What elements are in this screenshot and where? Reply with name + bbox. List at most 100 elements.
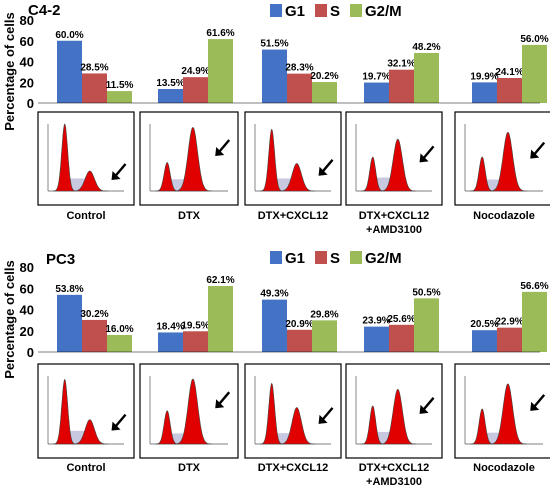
y-tick-label: 60 (20, 34, 34, 49)
data-label: 28.5% (80, 62, 108, 73)
flow-histogram (345, 111, 443, 206)
panel-title: PC3 (46, 251, 75, 268)
histogram-g1-peak (259, 128, 284, 192)
bar (208, 286, 233, 352)
arrow-head-icon (419, 404, 429, 414)
flow-histogram (37, 363, 135, 459)
bar (262, 49, 287, 103)
histogram-g1-peak (361, 405, 385, 445)
bar (57, 40, 82, 103)
category-label: Control (66, 210, 105, 222)
legend-label: G1 (285, 3, 305, 20)
category-label: DTX (178, 462, 201, 474)
data-label: 30.2% (80, 309, 108, 320)
flow-histogram (139, 111, 239, 206)
bar (312, 82, 337, 103)
data-label: 56.0% (520, 34, 548, 45)
bar (472, 330, 497, 352)
bar (82, 319, 107, 352)
data-label: 28.3% (285, 63, 313, 74)
histogram-g2-peak (71, 170, 109, 192)
legend-label: G1 (285, 250, 305, 267)
data-label: 50.5% (412, 287, 440, 298)
bar (107, 335, 132, 352)
bar (414, 298, 439, 352)
data-label: 16.0% (105, 324, 133, 335)
data-label: 19.9% (470, 71, 498, 82)
legend-swatch (270, 251, 282, 264)
histogram-g1-peak (259, 382, 284, 445)
bar (522, 291, 547, 352)
data-label: 20.9% (285, 319, 313, 330)
bar (158, 332, 183, 352)
data-label: 19.5% (181, 320, 209, 331)
histogram-g1-peak (52, 123, 77, 192)
flow-histogram (244, 111, 342, 206)
legend-swatch (315, 251, 327, 264)
histogram-g2-peak (278, 407, 316, 445)
bar (82, 73, 107, 103)
histogram-g2-peak (379, 138, 417, 192)
category-label: DTX+CXCL12 (258, 462, 329, 474)
histogram-g2-peak (173, 378, 212, 445)
histogram-g2-peak (71, 419, 109, 445)
histogram-g2-peak (488, 131, 527, 192)
histogram-g1-peak (361, 156, 385, 192)
bar (107, 91, 132, 103)
legend-swatch (350, 251, 362, 264)
bar (414, 52, 439, 103)
data-label: 25.6% (387, 314, 415, 325)
bar (158, 88, 183, 103)
y-axis-label: Percentage of cells (2, 260, 17, 379)
panel-title: C4-2 (28, 2, 61, 19)
data-label: 62.1% (206, 275, 234, 286)
arrow-head-icon (215, 146, 225, 156)
legend-swatch (315, 4, 327, 17)
legend-label: S (330, 3, 340, 20)
bar (183, 331, 208, 352)
bar (262, 299, 287, 352)
flow-histogram (244, 363, 342, 459)
data-label: 20.2% (310, 71, 338, 82)
y-tick-label: 40 (20, 303, 34, 318)
bar (497, 327, 522, 352)
arrow-head-icon (111, 170, 121, 180)
bar (183, 77, 208, 103)
histogram-g1-peak (470, 408, 495, 445)
y-tick-label: 20 (20, 324, 34, 339)
data-label: 24.1% (495, 67, 523, 78)
panel-2: PC3 Percentage of cells 0 20 40 60 80 G1 S G2/M 53… (2, 250, 550, 485)
legend-swatch (350, 4, 362, 17)
data-label: 53.8% (55, 284, 83, 295)
bar (364, 326, 389, 352)
data-label: 24.9% (181, 66, 209, 77)
data-label: 20.5% (470, 319, 498, 330)
histogram-g2-peak (278, 163, 316, 192)
arrow-head-icon (419, 153, 429, 163)
bar (472, 82, 497, 103)
flow-histogram (139, 363, 239, 459)
data-label: 11.5% (106, 80, 134, 91)
data-label: 23.9% (362, 316, 390, 327)
category-label: Nocodazole (473, 210, 535, 222)
bar (389, 69, 414, 103)
y-tick-label: 80 (20, 13, 34, 28)
y-axis-label: Percentage of cells (2, 12, 17, 131)
bar (389, 324, 414, 352)
data-label: 56.6% (520, 281, 548, 292)
data-label: 13.5% (156, 78, 184, 89)
data-label: 48.2% (412, 42, 440, 53)
histogram-g1-peak (155, 162, 180, 192)
legend-label: G2/M (365, 3, 402, 20)
bar (364, 82, 389, 103)
bar (522, 44, 547, 103)
legend-label: S (330, 250, 340, 267)
arrow-head-icon (111, 421, 121, 431)
y-tick-label: 0 (27, 96, 34, 111)
arrow-head-icon (215, 399, 225, 409)
bar (312, 320, 337, 352)
category-label: DTX+CXCL12 +AMD3100 (359, 462, 430, 485)
category-label: DTX+CXCL12 (258, 210, 329, 222)
flow-histogram (345, 363, 443, 459)
